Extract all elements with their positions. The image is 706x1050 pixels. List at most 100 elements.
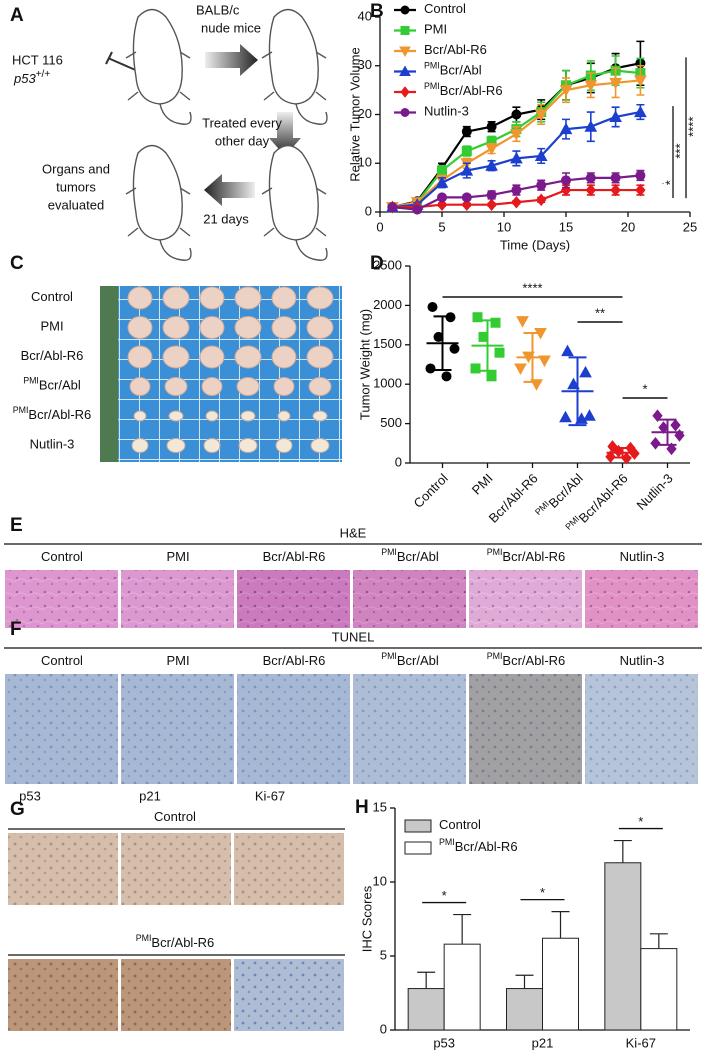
mouse-body <box>268 144 319 241</box>
data-point <box>400 26 410 35</box>
data-point <box>609 77 622 90</box>
label: Nutlin-3 <box>620 549 665 564</box>
significance-label: * <box>442 888 447 903</box>
data-point <box>461 126 472 137</box>
tumor <box>199 286 225 310</box>
label: PMIBcr/Abl-R6 <box>13 405 92 422</box>
panel-letter: A <box>10 5 24 26</box>
tumor <box>127 286 153 310</box>
x-axis-title: Time (Days) <box>500 237 570 252</box>
y-tick-label: 1500 <box>373 336 402 351</box>
tumor <box>133 410 147 422</box>
superscript: PMI <box>136 933 152 943</box>
x-tick-label: p53 <box>433 1035 455 1050</box>
micrograph-tint <box>121 833 231 905</box>
sd-bar <box>613 447 632 459</box>
label: evaluated <box>48 197 104 212</box>
error-bar <box>515 974 534 989</box>
y-axis-title: IHC Scores <box>359 885 374 952</box>
panel-letter: C <box>10 253 24 274</box>
micrograph-tint <box>8 959 118 1031</box>
tumor <box>166 438 186 453</box>
label: Bcr/Abl-R6 <box>21 348 84 363</box>
tumor <box>306 345 334 369</box>
data-point <box>387 202 398 213</box>
data-point <box>470 363 481 374</box>
significance-label: * <box>662 180 677 185</box>
data-point <box>514 363 527 375</box>
panel-letter: H <box>355 797 369 818</box>
label: p21 <box>139 788 161 803</box>
tumor <box>238 438 258 453</box>
data-point <box>634 75 647 87</box>
micrograph <box>121 833 231 905</box>
tumor <box>275 438 293 453</box>
label: Nutlin-3 <box>30 437 75 452</box>
x-tick-label: PMI <box>469 471 496 498</box>
error-bar <box>613 839 632 863</box>
tumor <box>162 345 190 369</box>
data-point <box>399 65 411 76</box>
label: PMIBcr/Abl-R6 <box>487 547 566 564</box>
mouse-body <box>268 8 319 105</box>
label-text: Bcr/Abl-R6 <box>576 471 631 526</box>
label-text: PMI <box>40 319 63 334</box>
label-text: PMI <box>469 471 496 498</box>
label: Ki-67 <box>255 788 285 803</box>
data-point <box>437 192 447 203</box>
y-tick-label: 5 <box>380 947 387 962</box>
data-point <box>559 85 573 97</box>
label: Bcr/Abl-R6 <box>263 549 326 564</box>
label: PMI <box>166 549 189 564</box>
legend-label: Control <box>439 817 481 832</box>
data-point <box>472 312 483 323</box>
label: p53 <box>19 788 41 803</box>
micrograph-tint <box>585 674 698 784</box>
tumor <box>199 345 225 369</box>
superscript: PMI <box>487 547 503 557</box>
data-point <box>650 437 661 450</box>
y-tick-label: 0 <box>380 1021 387 1036</box>
label-text: Nutlin-3 <box>620 549 665 564</box>
panel-letter: B <box>370 1 384 22</box>
data-point <box>485 143 498 156</box>
superscript: PMI <box>381 547 397 557</box>
bar <box>604 862 642 1031</box>
legend-label: PMIBcr/Abl-R6 <box>424 81 503 98</box>
data-point <box>610 183 621 197</box>
error-bar <box>649 933 668 949</box>
label-text: Bcr/Abl <box>397 549 439 564</box>
label-text: Bcr/Abl-R6 <box>28 407 91 422</box>
superscript: PMI <box>424 81 440 91</box>
label-text: Bcr/Abl-R6 <box>502 549 565 564</box>
label-text: Bcr/Abl-R6 <box>151 935 214 950</box>
x-tick-label: Bcr/Abl-R6 <box>486 471 541 526</box>
data-point <box>534 149 548 161</box>
tumor <box>164 377 188 396</box>
legend-swatch <box>404 819 432 833</box>
x-tick-label: Control <box>411 471 451 511</box>
label: PMIBcr/Abl <box>23 376 81 393</box>
micrograph <box>121 570 234 628</box>
tumor <box>277 410 291 422</box>
data-point <box>449 343 460 354</box>
label-text: Control <box>411 471 451 511</box>
label-text: Nutlin-3 <box>424 104 469 119</box>
sd-bar <box>433 315 452 372</box>
legend-swatch <box>404 841 432 855</box>
micrograph <box>237 570 350 628</box>
micrograph-tint <box>237 674 350 784</box>
mouse-tail <box>159 103 192 125</box>
tumor <box>201 377 223 396</box>
label-text: Control <box>41 549 83 564</box>
y-tick-label: 0 <box>365 203 372 218</box>
data-point <box>585 183 596 197</box>
label-text: Control <box>424 1 466 16</box>
data-point <box>461 192 472 203</box>
data-point <box>425 363 436 374</box>
mouse-legs <box>261 51 327 101</box>
label-text: p53 <box>13 71 36 86</box>
label: PMI <box>40 319 63 334</box>
data-point <box>652 409 663 423</box>
data-point <box>536 193 547 207</box>
